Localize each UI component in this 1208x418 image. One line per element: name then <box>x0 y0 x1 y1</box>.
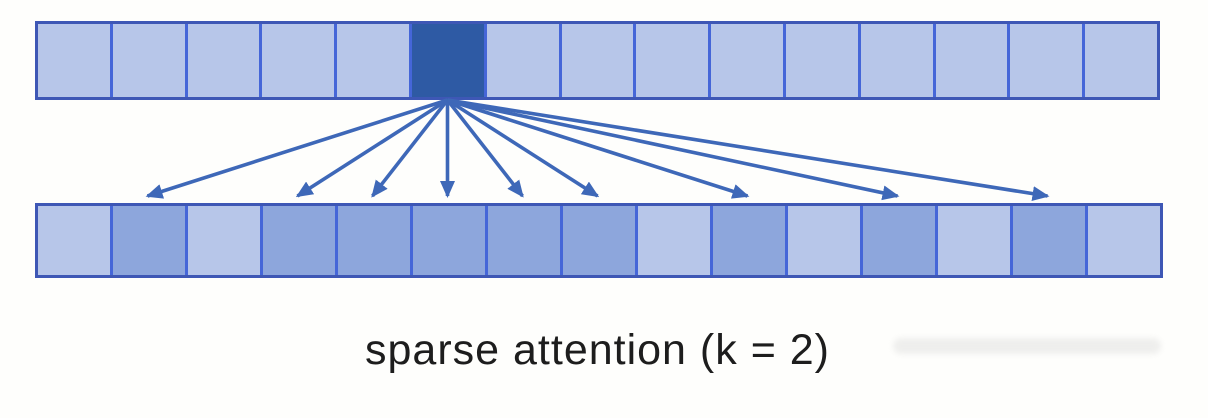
attention-arrow-to-cell-10 <box>446 98 750 199</box>
attention-arrow-to-cell-7 <box>446 98 524 198</box>
attention-arrow-to-cell-2 <box>145 98 449 199</box>
top-token-cell-10 <box>708 24 783 97</box>
top-token-cell-6 <box>408 24 484 97</box>
bottom-token-cell-7 <box>485 206 560 275</box>
bottom-token-cell-2 <box>110 206 185 275</box>
attention-arrow-to-cell-5 <box>371 98 449 198</box>
bottom-token-cell-3 <box>185 206 260 275</box>
bottom-token-cell-13 <box>935 206 1010 275</box>
bottom-token-cell-8 <box>560 206 635 275</box>
top-token-row <box>35 21 1160 100</box>
bottom-token-row <box>35 203 1163 278</box>
top-token-cell-11 <box>782 24 858 97</box>
attention-arrow-to-cell-14 <box>447 98 1050 202</box>
bottom-token-cell-1 <box>38 206 110 275</box>
top-token-cell-13 <box>932 24 1008 97</box>
bottom-token-cell-15 <box>1085 206 1160 275</box>
bottom-token-cell-12 <box>860 206 935 275</box>
attention-arrow-to-cell-8 <box>446 98 600 198</box>
bottom-token-cell-6 <box>410 206 485 275</box>
top-token-cell-1 <box>38 24 110 97</box>
bottom-token-cell-9 <box>635 206 710 275</box>
top-token-cell-2 <box>109 24 185 97</box>
top-token-cell-8 <box>558 24 634 97</box>
bottom-token-cell-10 <box>710 206 785 275</box>
bottom-token-cell-4 <box>260 206 335 275</box>
attention-arrow-to-cell-4 <box>295 98 449 198</box>
watermark-remnant <box>893 338 1161 354</box>
top-token-cell-4 <box>259 24 335 97</box>
bottom-token-cell-14 <box>1010 206 1085 275</box>
top-token-cell-5 <box>334 24 409 97</box>
attention-arrow-to-cell-12 <box>447 98 900 201</box>
bottom-token-cell-11 <box>785 206 860 275</box>
top-token-cell-9 <box>633 24 709 97</box>
top-token-cell-12 <box>857 24 933 97</box>
bottom-token-cell-5 <box>335 206 410 275</box>
figure-caption: sparse attention (k = 2) <box>365 326 830 374</box>
top-token-cell-3 <box>184 24 260 97</box>
top-token-cell-15 <box>1082 24 1157 97</box>
top-token-cell-7 <box>483 24 559 97</box>
top-token-cell-14 <box>1007 24 1083 97</box>
